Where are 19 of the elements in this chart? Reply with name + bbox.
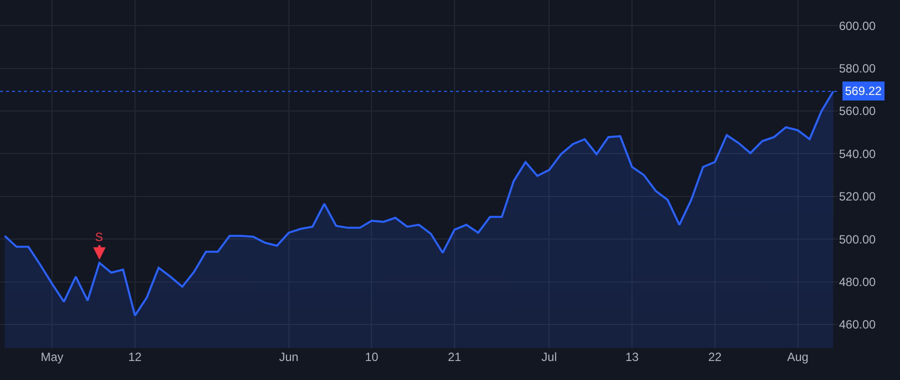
x-tick-label: May [40,350,64,364]
annotation: S [95,230,104,244]
x-tick-label: 12 [128,350,142,364]
x-tick-label: Jun [279,350,298,364]
x-tick-label: Jul [542,350,557,364]
y-tick-label: 560.00 [839,104,876,118]
y-tick-label: 460.00 [839,318,876,332]
x-tick-label: 13 [625,350,640,364]
y-tick-label: 600.00 [839,18,876,33]
x-tick-label: 22 [708,350,722,364]
y-tick-label: 540.00 [839,146,876,161]
ref-line-label: 569.22 [845,84,882,98]
x-tick-label: 10 [364,350,379,364]
y-tick-label: 520.00 [839,190,876,204]
x-tick-label: Aug [787,350,808,364]
y-tick-label: 580.00 [839,62,876,76]
y-tick-label: 480.00 [839,275,876,290]
y-tick-label: 500.00 [839,232,876,246]
x-tick-label: 21 [448,350,462,364]
